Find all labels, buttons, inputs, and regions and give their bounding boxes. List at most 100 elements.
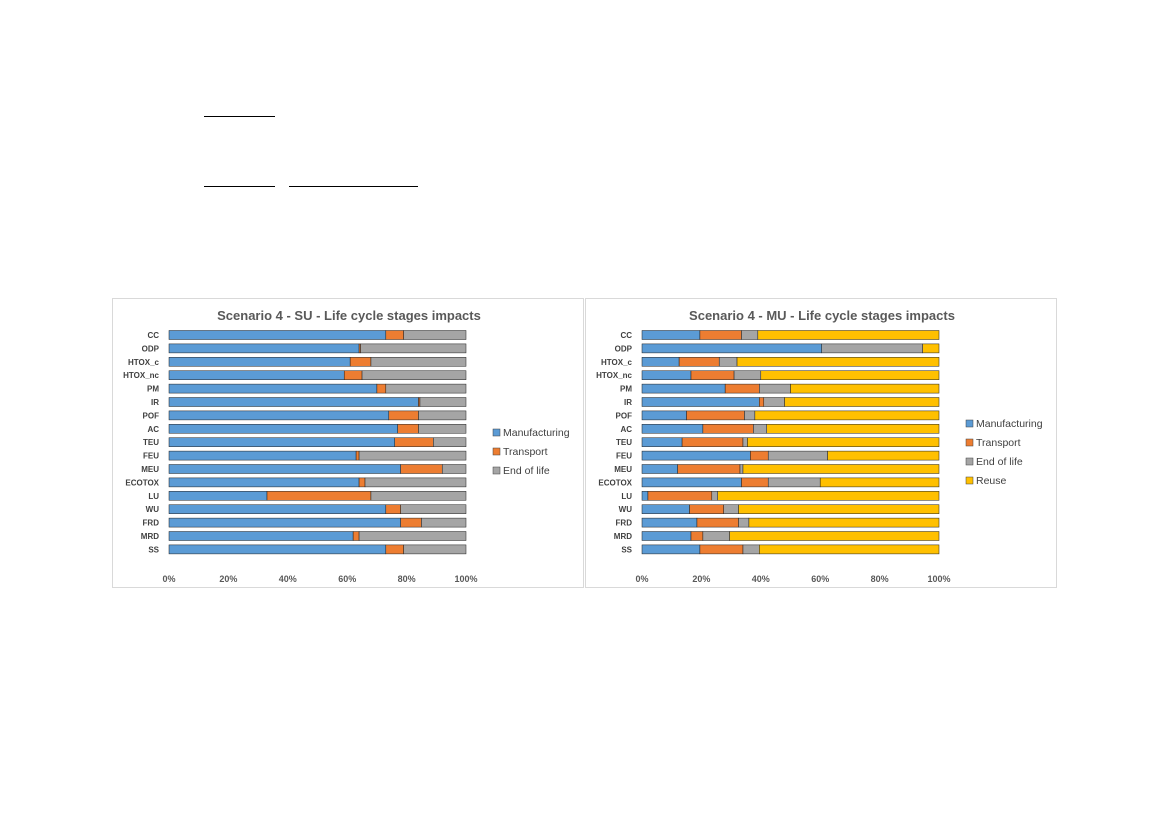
bar-segment — [790, 383, 940, 394]
bar-segment — [922, 343, 940, 354]
bar-segment — [641, 370, 692, 380]
bar-segment — [641, 464, 678, 474]
bar-segment — [641, 477, 742, 488]
bar-segment — [433, 437, 467, 447]
x-tick-label: 100% — [454, 574, 477, 584]
bar-segment — [741, 330, 759, 340]
legend-swatch — [965, 438, 974, 447]
bar-segment — [168, 544, 387, 555]
bar-segment — [678, 357, 720, 367]
bar-segment — [724, 383, 760, 394]
bar-segment — [358, 450, 467, 461]
bar-segment — [753, 424, 767, 434]
bar-segment — [718, 357, 738, 367]
bar-segment — [681, 437, 744, 447]
legend-swatch — [492, 428, 501, 437]
bar-segment — [641, 410, 687, 421]
bar-segment — [689, 504, 724, 514]
bar-segment — [352, 531, 360, 541]
bar-segment — [677, 464, 741, 474]
bar-segment — [400, 517, 422, 528]
category-label: HTOX_nc — [596, 371, 632, 380]
chart-mu: Scenario 4 - MU - Life cycle stages impa… — [596, 308, 1043, 584]
bar-segment — [742, 437, 748, 447]
bar-segment — [784, 397, 940, 407]
legend-label: Manufacturing — [503, 427, 570, 439]
bar-segment — [418, 410, 467, 421]
bar-segment — [641, 397, 760, 407]
legend-swatch — [965, 457, 974, 466]
bar-segment — [349, 357, 372, 367]
bar-segment — [827, 450, 940, 461]
underline-3 — [289, 186, 418, 187]
x-tick-label: 80% — [398, 574, 416, 584]
legend-label: End of life — [976, 456, 1023, 468]
bar-segment — [403, 544, 467, 555]
bar-segment — [168, 330, 387, 340]
bar-segment — [400, 464, 443, 474]
x-tick-label: 40% — [752, 574, 770, 584]
bar-segment — [766, 424, 940, 434]
x-tick-label: 20% — [692, 574, 710, 584]
category-label: AC — [620, 425, 632, 434]
bar-segment — [370, 357, 467, 367]
bar-segment — [641, 330, 701, 340]
category-label: WU — [146, 505, 160, 514]
bar-segment — [364, 477, 467, 488]
bar-segment — [767, 450, 828, 461]
legend-label: Transport — [503, 446, 548, 458]
bar-segment — [361, 370, 467, 380]
bar-segment — [168, 383, 378, 394]
bar-segment — [821, 343, 923, 354]
category-label: SS — [148, 545, 159, 554]
legend-label: End of life — [503, 465, 550, 477]
bar-segment — [360, 343, 467, 354]
bar-segment — [767, 477, 821, 488]
bar-segment — [699, 330, 742, 340]
bar-segment — [717, 491, 940, 501]
bar-segment — [747, 437, 940, 447]
bar-segment — [819, 477, 940, 488]
bar-segment — [168, 424, 398, 434]
bar-segment — [168, 531, 354, 541]
x-tick-label: 60% — [338, 574, 356, 584]
category-label: WU — [619, 505, 633, 514]
bar-segment — [400, 504, 467, 514]
bar-segment — [641, 504, 690, 514]
category-label: AC — [147, 425, 159, 434]
chart-su: Scenario 4 - SU - Life cycle stages impa… — [123, 308, 570, 584]
bar-segment — [376, 383, 387, 394]
legend-swatch — [965, 476, 974, 485]
legend-swatch — [492, 447, 501, 456]
bar-segment — [388, 410, 419, 421]
bar-segment — [702, 531, 730, 541]
bar-segment — [168, 370, 345, 380]
category-label: CC — [620, 331, 632, 340]
bar-segment — [168, 437, 395, 447]
x-tick-label: 80% — [871, 574, 889, 584]
category-label: FEU — [616, 452, 632, 461]
bar-segment — [711, 491, 718, 501]
category-label: MEU — [141, 465, 159, 474]
bar-segment — [741, 477, 769, 488]
bar-segment — [690, 531, 704, 541]
category-label: HTOX_c — [128, 358, 160, 367]
bar-segment — [641, 424, 704, 434]
bar-segment — [168, 357, 351, 367]
bar-segment — [739, 464, 744, 474]
bar-segment — [686, 410, 745, 421]
category-label: LU — [148, 492, 159, 501]
underline-1 — [204, 116, 275, 117]
bar-segment — [168, 504, 387, 514]
bar-segment — [419, 397, 467, 407]
bar-segment — [441, 464, 467, 474]
bar-segment — [733, 370, 762, 380]
bar-segment — [702, 424, 754, 434]
bar-segment — [385, 330, 404, 340]
category-label: FEU — [143, 452, 159, 461]
category-label: TEU — [616, 438, 632, 447]
bar-segment — [385, 504, 401, 514]
bar-segment — [723, 504, 739, 514]
bar-segment — [742, 464, 940, 474]
bar-segment — [168, 477, 360, 488]
